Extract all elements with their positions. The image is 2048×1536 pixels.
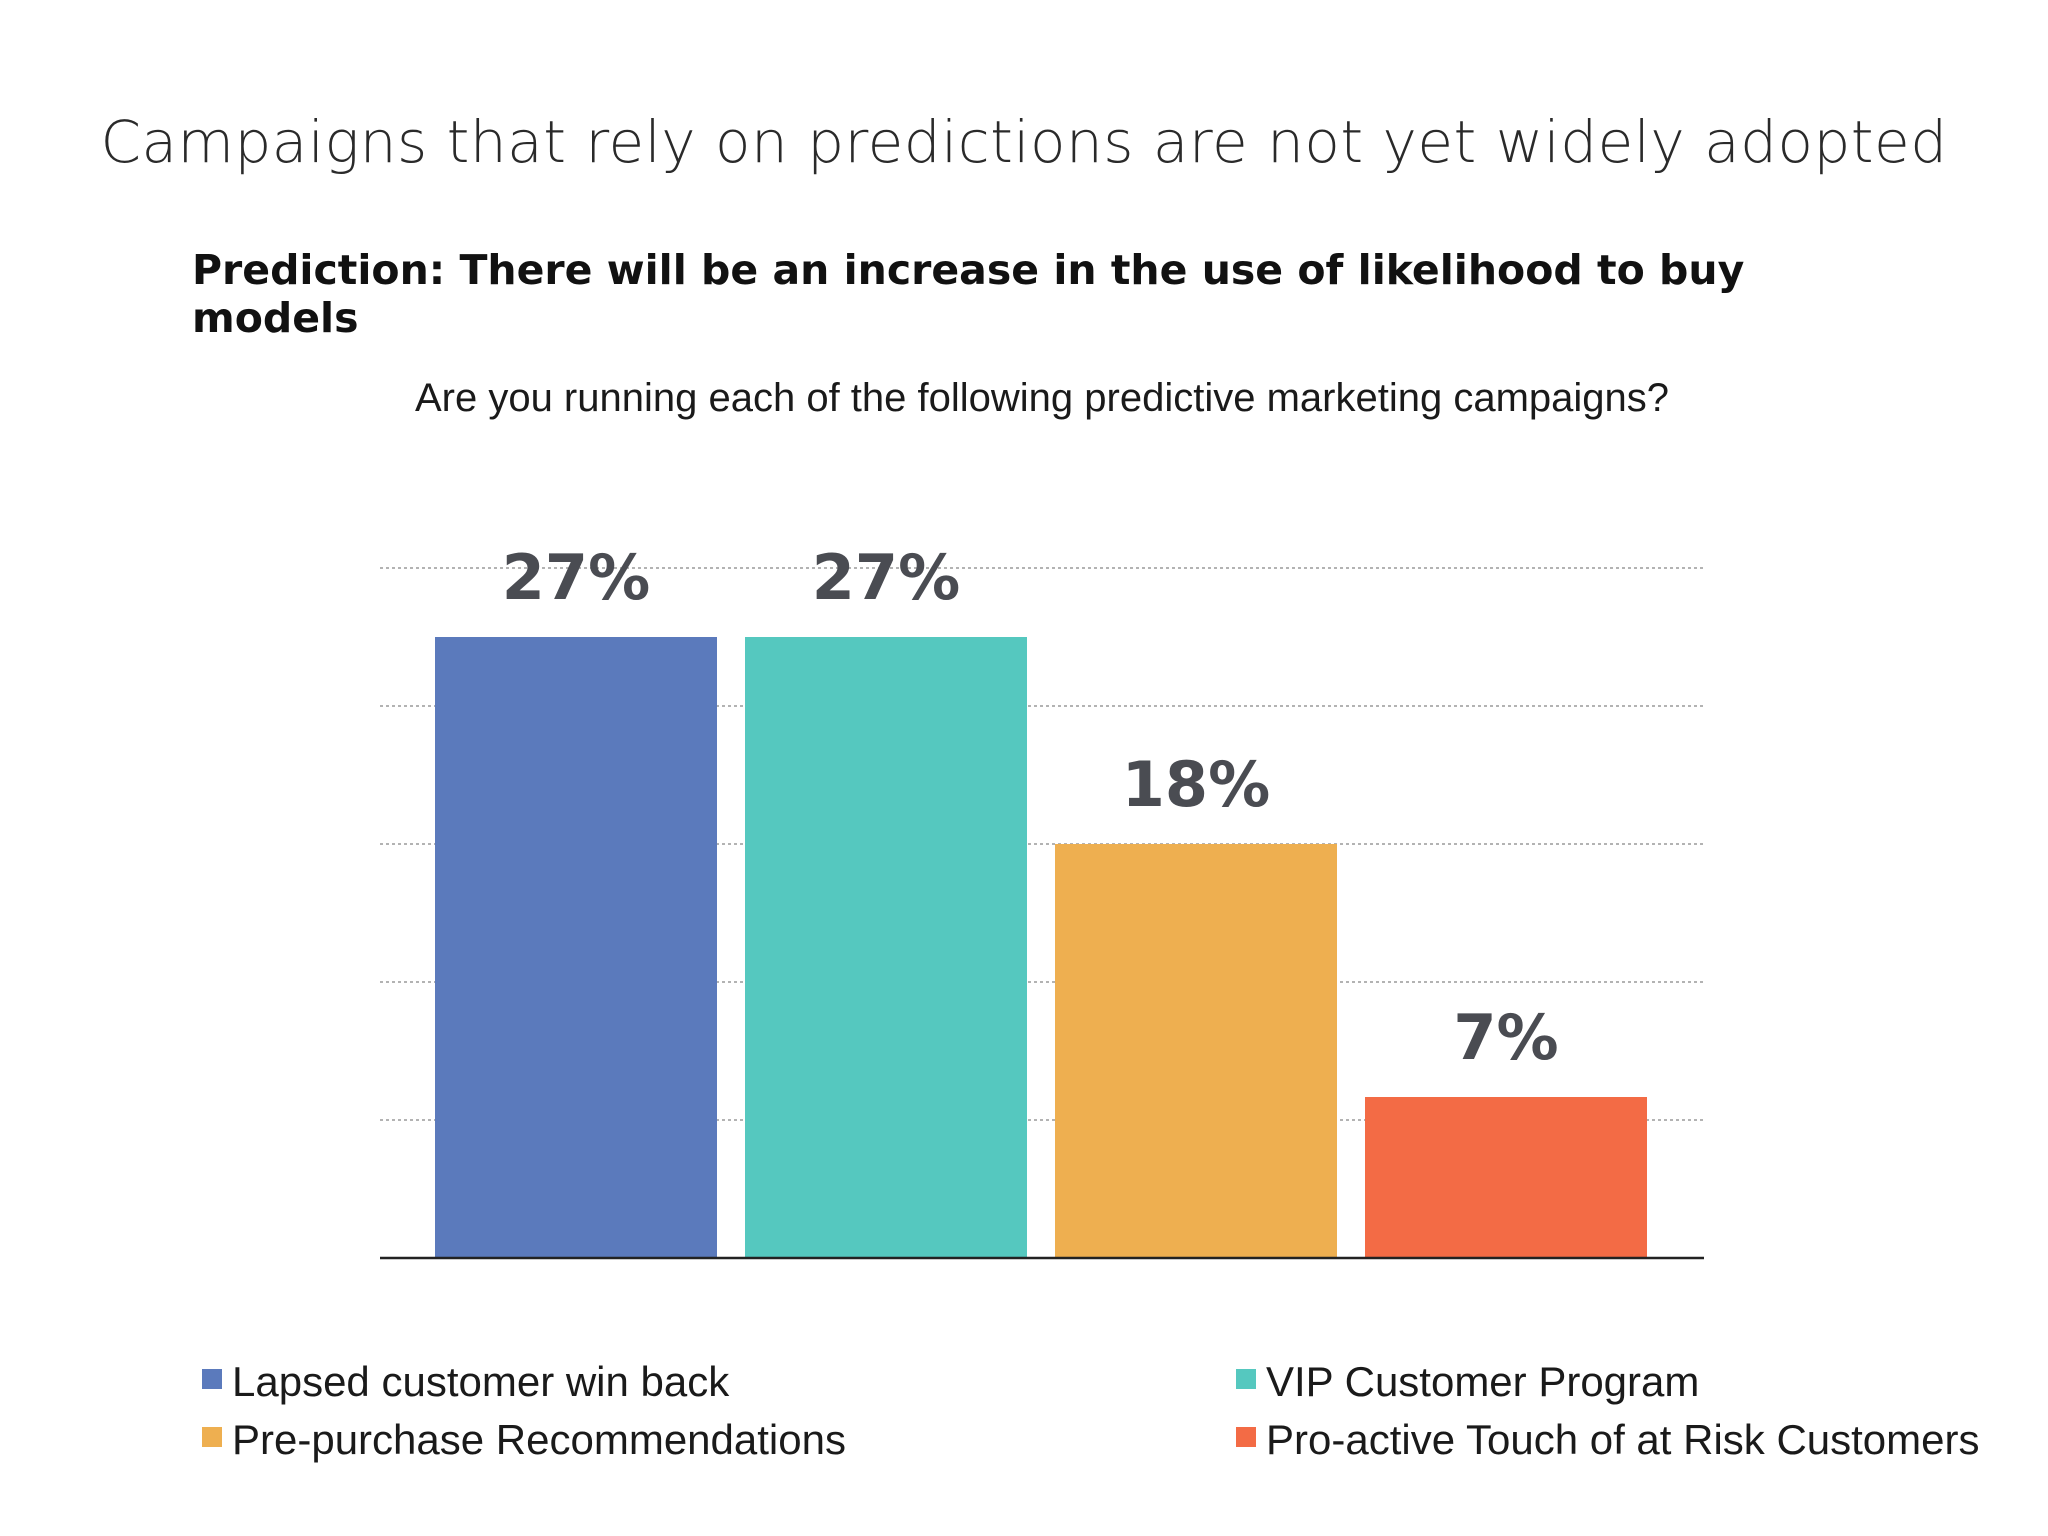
legend-swatch: [202, 1427, 222, 1447]
bar-1: [745, 637, 1027, 1258]
legend-item-at-risk: Pro-active Touch of at Risk Customers: [1236, 1416, 1980, 1464]
legend-item-lapsed: Lapsed customer win back: [202, 1358, 729, 1406]
legend-swatch: [1236, 1369, 1256, 1389]
bar-3: [1365, 1097, 1647, 1258]
data-label-2: 18%: [1122, 748, 1270, 821]
legend-item-vip: VIP Customer Program: [1236, 1358, 1699, 1406]
legend-item-pre-purchase: Pre-purchase Recommendations: [202, 1416, 846, 1464]
chart-subtitle: Prediction: There will be an increase in…: [192, 246, 1745, 342]
data-label-0: 27%: [502, 541, 650, 614]
survey-question: Are you running each of the following pr…: [414, 376, 1670, 420]
legend-swatch: [1236, 1427, 1256, 1447]
legend-label: Pro-active Touch of at Risk Customers: [1266, 1416, 1980, 1463]
legend-swatch: [202, 1369, 222, 1389]
legend-label: VIP Customer Program: [1266, 1358, 1700, 1405]
chart-title: Campaigns that rely on predictions are n…: [100, 108, 1948, 176]
data-label-1: 27%: [812, 541, 960, 614]
bar-0: [435, 637, 717, 1258]
bar-2: [1055, 844, 1337, 1258]
legend-label: Lapsed customer win back: [232, 1358, 730, 1405]
legend-label: Pre-purchase Recommendations: [232, 1416, 846, 1463]
data-label-3: 7%: [1453, 1001, 1558, 1074]
